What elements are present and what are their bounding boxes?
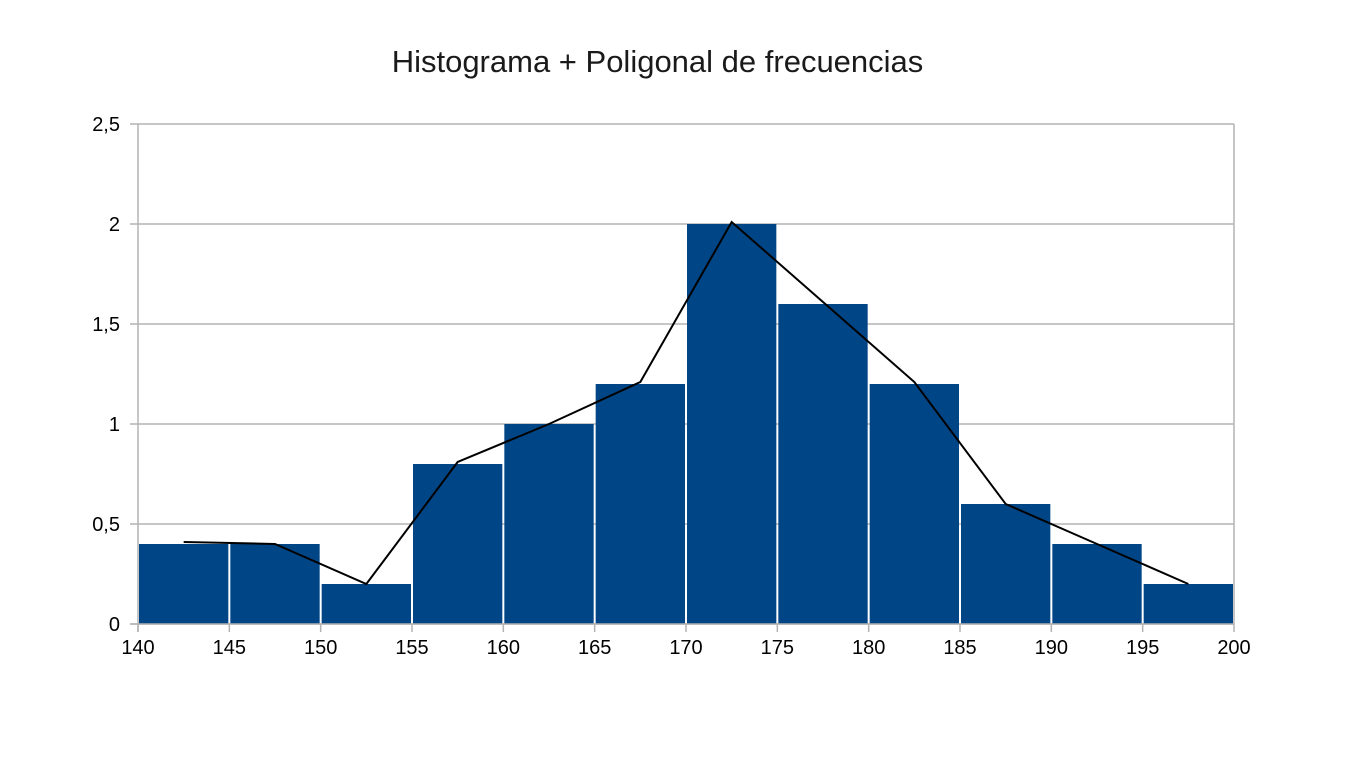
x-tick-label: 145 — [213, 637, 246, 659]
histogram-bar — [687, 224, 777, 624]
frequency-polygon-line — [183, 220, 1189, 586]
x-tick-label: 165 — [578, 637, 611, 659]
chart-title: Histograma + Poligonal de frecuencias — [391, 44, 924, 79]
histogram-bar — [321, 584, 411, 624]
histogram-bars — [139, 224, 1233, 624]
x-tick-label: 150 — [304, 637, 337, 659]
histogram-bar — [869, 384, 959, 624]
histogram-bar — [504, 424, 594, 624]
y-axis-ticks: 0 0,5 1 1,5 2 2,5 — [92, 114, 138, 636]
y-tick-label: 0 — [109, 614, 120, 636]
x-tick-label: 185 — [943, 637, 976, 659]
histogram-bar — [1052, 544, 1142, 624]
histogram-bar — [778, 304, 868, 624]
histogram-bar — [413, 464, 503, 624]
x-tick-label: 175 — [761, 637, 794, 659]
x-axis-ticks: 140 145 150 155 160 165 170 175 180 185 190 195 200 — [121, 624, 1251, 659]
x-tick-label: 160 — [487, 637, 520, 659]
y-tick-label: 1 — [109, 414, 120, 436]
frequency-polygon — [183, 220, 1189, 586]
axes — [130, 124, 1234, 632]
x-tick-label: 155 — [395, 637, 428, 659]
y-tick-label: 1,5 — [92, 314, 120, 336]
y-tick-label: 2,5 — [92, 114, 120, 136]
x-tick-label: 170 — [669, 637, 702, 659]
histogram-bar — [139, 544, 229, 624]
x-tick-label: 195 — [1126, 637, 1159, 659]
x-tick-label: 180 — [852, 637, 885, 659]
histogram-bar — [1143, 584, 1233, 624]
y-tick-label: 0,5 — [92, 514, 120, 536]
y-tick-label: 2 — [109, 214, 120, 236]
x-tick-label: 200 — [1217, 637, 1250, 659]
x-tick-label: 190 — [1035, 637, 1068, 659]
histogram-bar — [595, 384, 685, 624]
histogram-bar — [961, 504, 1051, 624]
x-tick-label: 140 — [121, 637, 154, 659]
histogram-bar — [230, 544, 320, 624]
